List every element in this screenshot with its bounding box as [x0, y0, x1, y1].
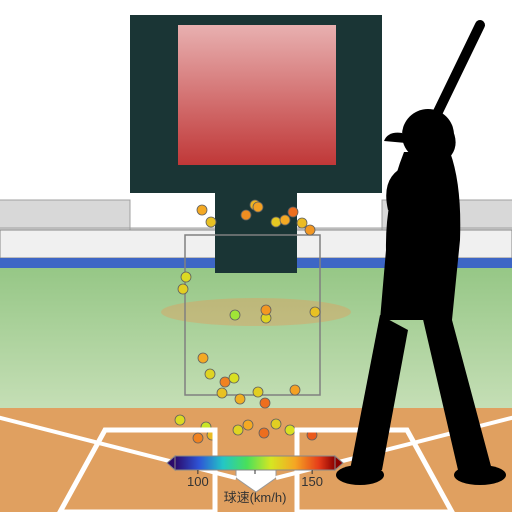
legend-label: 球速(km/h) [224, 490, 287, 505]
svg-text:100: 100 [187, 474, 209, 489]
svg-text:150: 150 [301, 474, 323, 489]
